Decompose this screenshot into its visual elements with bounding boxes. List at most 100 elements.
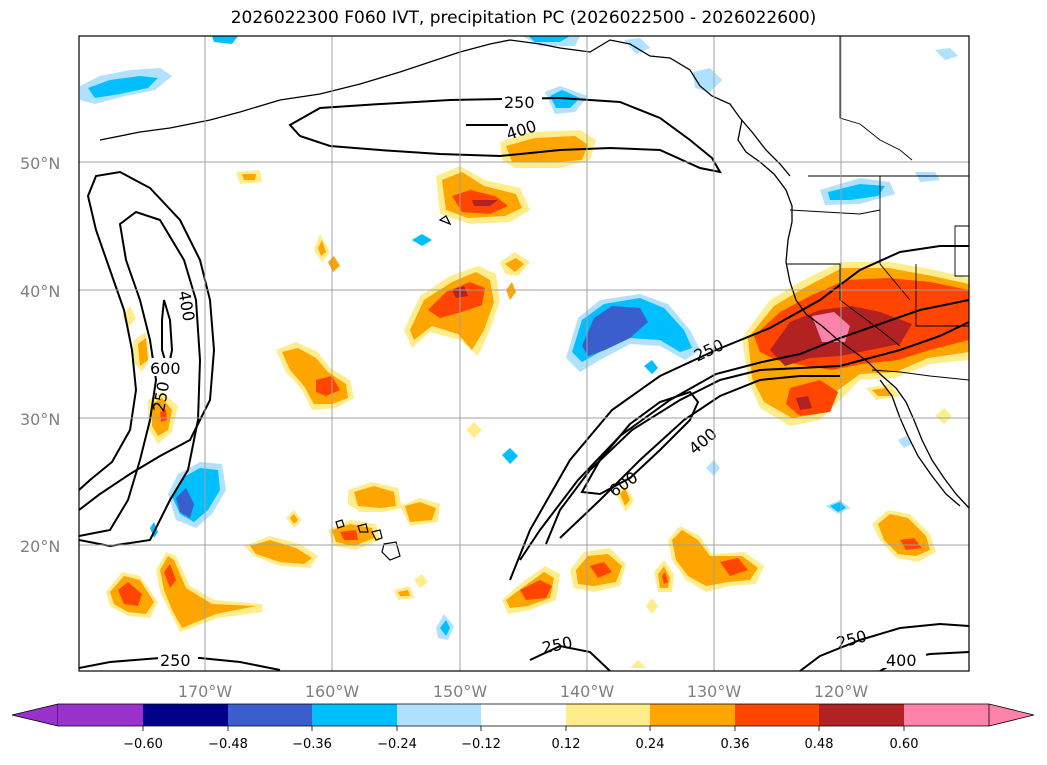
colorbar-segment bbox=[819, 704, 904, 726]
colorbar-tick-label: 0.24 bbox=[636, 737, 665, 752]
precip-positive-region bbox=[398, 590, 410, 596]
ivt-contour-400 bbox=[545, 321, 969, 545]
precip-positive-region bbox=[900, 538, 922, 550]
alaska-canada-border bbox=[839, 36, 913, 161]
precip-negative-region bbox=[88, 76, 158, 98]
precip-positive-region bbox=[354, 486, 396, 508]
precip-negative-region bbox=[212, 36, 238, 44]
colorbar-segment bbox=[397, 704, 481, 726]
precip-positive-region bbox=[796, 396, 812, 410]
lat-label: 30°N bbox=[20, 410, 60, 429]
colorbar-tick-label: 0.48 bbox=[805, 737, 834, 752]
colorbar-tick-label: −0.48 bbox=[208, 737, 248, 752]
colorbar-tick-label: 0.36 bbox=[721, 737, 750, 752]
plot-title: 2026022300 F060 IVT, precipitation PC (2… bbox=[230, 8, 817, 28]
precip-negative-region bbox=[830, 502, 846, 512]
ivt-contour-250 bbox=[519, 299, 969, 561]
state-border-wy bbox=[954, 225, 969, 277]
colorbar-segment bbox=[566, 704, 650, 726]
precip-negative-region bbox=[176, 488, 194, 518]
precip-negative-region bbox=[528, 36, 570, 42]
colorbar-extend-high bbox=[988, 703, 1035, 727]
precip-positive-region bbox=[520, 580, 552, 600]
precip-negative-region bbox=[706, 460, 720, 476]
precip-positive-region bbox=[720, 558, 748, 576]
lon-label: 120°W bbox=[814, 682, 869, 701]
precip-positive-region bbox=[250, 540, 312, 564]
ivt-contour-250 bbox=[509, 245, 969, 581]
precip-positive-region bbox=[118, 582, 142, 606]
precip-positive-region bbox=[506, 136, 588, 162]
contour-label: 250 bbox=[504, 93, 535, 112]
lon-label: 150°W bbox=[433, 682, 488, 701]
colorbar-segment bbox=[228, 704, 312, 726]
ivt-contour-250-south bbox=[529, 644, 611, 671]
precip-negative-region bbox=[412, 234, 432, 246]
lat-label: 50°N bbox=[20, 154, 60, 173]
contour-label: 400 bbox=[886, 651, 917, 670]
bc-coastline bbox=[737, 119, 969, 509]
ivt-contour-400 bbox=[559, 375, 840, 539]
precip-positive-region bbox=[160, 556, 256, 628]
precip-negative-region bbox=[828, 184, 885, 200]
precip-negative-region bbox=[624, 38, 650, 54]
precip-positive-region bbox=[935, 408, 952, 424]
colorbar: −0.60 −0.48 −0.36 −0.24 −0.12 0.12 0.24 … bbox=[11, 703, 1035, 752]
state-border-utah bbox=[915, 264, 969, 327]
precip-negative-region bbox=[935, 48, 958, 60]
colorbar-tick-label: 0.12 bbox=[552, 737, 581, 752]
hawaii-islands bbox=[335, 519, 401, 561]
precip-positive-region bbox=[242, 174, 256, 180]
precip-positive-region bbox=[328, 256, 340, 272]
colorbar-segment bbox=[143, 704, 228, 726]
colorbar-segment bbox=[312, 704, 397, 726]
precip-negative-region bbox=[582, 306, 648, 356]
contour-label: 600 bbox=[150, 359, 181, 378]
lon-label: 160°W bbox=[305, 682, 360, 701]
colorbar-tick-label: −0.36 bbox=[292, 737, 332, 752]
precip-positive-region bbox=[160, 410, 167, 422]
lat-label: 20°N bbox=[20, 537, 60, 556]
map-frame bbox=[78, 35, 970, 672]
precip-positive-region bbox=[466, 422, 482, 438]
colorbar-tick-label: 0.60 bbox=[890, 737, 919, 752]
precip-positive-region bbox=[164, 564, 176, 588]
ivt-contours bbox=[79, 96, 969, 671]
colorbar-segment bbox=[735, 704, 819, 726]
ivt-contour-250-south bbox=[799, 622, 969, 671]
precip-positive-region bbox=[630, 660, 646, 668]
precipitation-shading bbox=[80, 36, 969, 668]
ivt-contour-600 bbox=[580, 390, 700, 496]
lon-label: 130°W bbox=[687, 682, 742, 701]
ivt-contour-400 bbox=[79, 210, 202, 548]
precip-positive-region bbox=[620, 488, 630, 506]
lon-labels: 170°W 160°W 150°W 140°W 130°W 120°W bbox=[178, 682, 869, 701]
contour-label: 250 bbox=[160, 651, 191, 670]
colorbar-tick-label: −0.60 bbox=[123, 737, 163, 752]
lon-label: 140°W bbox=[560, 682, 615, 701]
colorbar-extend-low bbox=[11, 703, 59, 727]
island-coast bbox=[438, 215, 452, 226]
ivt-contour-250 bbox=[288, 96, 722, 174]
precip-positive-region bbox=[590, 562, 612, 578]
lon-label: 170°W bbox=[178, 682, 233, 701]
mexico-us-border bbox=[871, 369, 969, 381]
colorbar-segment bbox=[904, 704, 989, 726]
alaska-coastline bbox=[99, 39, 791, 177]
coastlines bbox=[99, 39, 969, 509]
colorbar-tick-label: −0.24 bbox=[377, 737, 417, 752]
precip-negative-region bbox=[644, 360, 658, 374]
precip-positive-region bbox=[506, 282, 516, 300]
map-area: 250 400 250 400 600 250 250 400 600 250 … bbox=[79, 36, 969, 671]
state-border-california bbox=[786, 263, 901, 347]
precip-positive-region bbox=[340, 530, 358, 540]
baja-coastline bbox=[879, 379, 961, 507]
colorbar-segment bbox=[58, 704, 143, 726]
precip-positive-region bbox=[428, 282, 485, 318]
precip-negative-region bbox=[915, 172, 940, 182]
colorbar-ticks bbox=[142, 726, 905, 731]
precip-positive-region bbox=[662, 572, 668, 584]
precip-positive-region bbox=[405, 502, 436, 522]
precip-positive-region bbox=[138, 338, 148, 366]
precip-positive-region bbox=[316, 376, 340, 396]
